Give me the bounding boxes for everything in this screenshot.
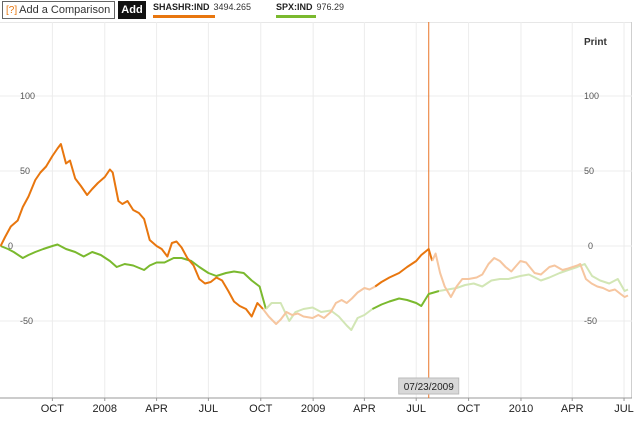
- legend-swatch: [276, 15, 316, 18]
- add-comparison-input[interactable]: [?] Add a Comparison: [2, 1, 115, 19]
- add-comparison-placeholder: Add a Comparison: [19, 4, 111, 16]
- x-tick-label: APR: [353, 403, 376, 415]
- series-line-spx: [265, 302, 373, 331]
- y-tick-label-left: 100: [20, 91, 35, 101]
- series-line-shashr: [262, 285, 376, 325]
- cursor-date-box: [398, 377, 460, 395]
- legend-swatch: [153, 15, 215, 18]
- x-tick-label: OCT: [41, 403, 65, 415]
- price-chart[interactable]: 100 100 50 50 0 0 -50 -50 OCT 2008 APR JUL OCT 2009 AP…: [0, 22, 640, 422]
- toolbar: [?] Add a Comparison Add SHASHR:IND 3494.2…: [0, 0, 640, 22]
- y-tick-label-right: 50: [584, 166, 594, 176]
- x-tick-label: OCT: [249, 403, 273, 415]
- series-line-spx: [371, 290, 440, 310]
- legend-value: 976.29: [316, 2, 345, 12]
- add-button[interactable]: Add: [118, 1, 146, 19]
- series-line-shashr: [374, 248, 434, 288]
- legend-value: 3494.265: [213, 2, 252, 12]
- y-tick-label-right: 100: [584, 91, 599, 101]
- legend-item-spx[interactable]: SPX:IND 976.29: [276, 2, 345, 18]
- x-tick-label: 2008: [93, 403, 117, 415]
- help-icon[interactable]: [?]: [6, 5, 18, 16]
- y-tick-label-left: -50: [20, 316, 33, 326]
- series-line-shashr: [0, 143, 264, 318]
- x-tick-label: JUL: [614, 403, 634, 415]
- cursor-date-label: 07/23/2009: [404, 382, 454, 393]
- legend-symbol: SPX:IND: [276, 2, 313, 12]
- x-tick-label: JUL: [199, 403, 219, 415]
- x-tick-label: JUL: [406, 403, 426, 415]
- x-tick-label: APR: [561, 403, 584, 415]
- x-tick-label: 2010: [509, 403, 533, 415]
- print-button[interactable]: Print: [584, 37, 607, 48]
- series-line-spx: [0, 243, 267, 310]
- y-tick-label-right: 0: [588, 241, 593, 251]
- y-tick-label-left: 0: [8, 241, 13, 251]
- legend-item-shashr[interactable]: SHASHR:IND 3494.265: [153, 2, 252, 18]
- y-tick-label-left: 50: [20, 166, 30, 176]
- y-tick-label-right: -50: [584, 316, 597, 326]
- x-tick-label: OCT: [457, 403, 481, 415]
- series-line-spx: [438, 263, 629, 292]
- series-line-shashr: [431, 252, 629, 298]
- legend-symbol: SHASHR:IND: [153, 2, 210, 12]
- x-tick-label: APR: [145, 403, 168, 415]
- x-tick-label: 2009: [301, 403, 325, 415]
